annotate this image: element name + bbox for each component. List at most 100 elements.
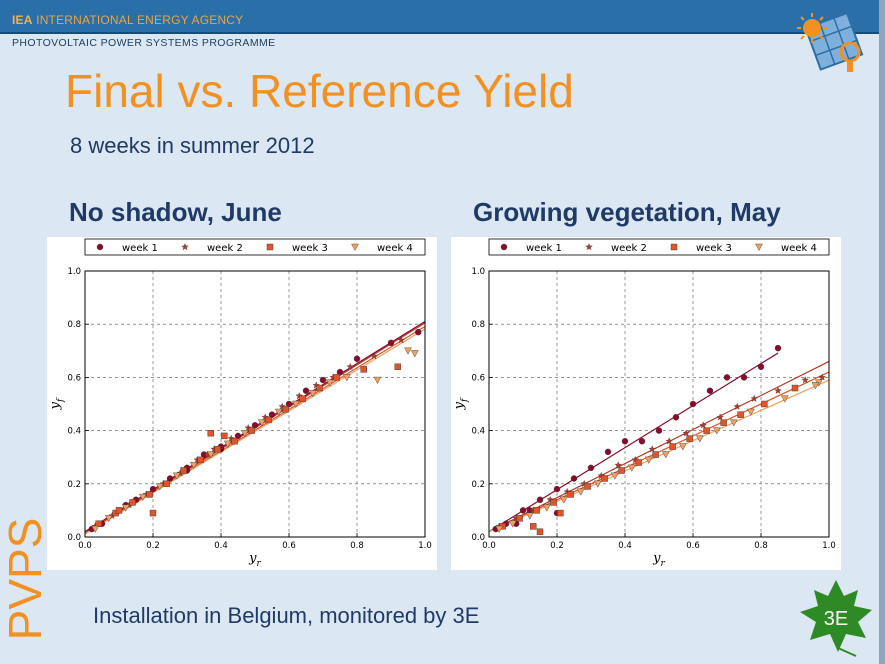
data-point bbox=[410, 350, 419, 358]
data-point bbox=[525, 512, 534, 520]
data-point bbox=[319, 376, 327, 384]
legend: week 1 week 2 week 3 week 4 bbox=[84, 238, 426, 256]
data-point bbox=[495, 525, 504, 533]
data-point bbox=[240, 430, 249, 438]
data-point bbox=[529, 523, 537, 530]
data-point bbox=[648, 445, 656, 453]
x-tick-label: 0.0 bbox=[482, 541, 496, 551]
y-tick-label: 0.2 bbox=[67, 480, 81, 490]
data-point bbox=[686, 435, 693, 442]
data-point bbox=[570, 475, 578, 482]
data-point bbox=[360, 366, 367, 373]
data-point bbox=[703, 427, 710, 434]
scatter-chart-no-shadow: 0.0 0.2 0.4 0.6 0.8 1.0 0.0 0.2 0.4 0.6 0.8 1.0 yr yf… bbox=[48, 238, 432, 569]
fit-line-week-2 bbox=[488, 360, 830, 533]
legend-label: week 1 bbox=[122, 243, 158, 254]
data-point bbox=[342, 374, 351, 382]
data-point bbox=[231, 438, 238, 445]
data-point bbox=[138, 493, 147, 502]
data-point bbox=[774, 386, 782, 394]
data-point bbox=[621, 438, 629, 445]
header-bar: IEA INTERNATIONAL ENERGY AGENCY bbox=[0, 0, 885, 32]
data-point bbox=[516, 515, 523, 522]
data-point bbox=[336, 368, 344, 376]
data-point bbox=[214, 446, 221, 453]
solar-panel-sun-logo-icon bbox=[797, 11, 864, 72]
legend-marker bbox=[181, 243, 189, 251]
data-point bbox=[312, 381, 320, 389]
scatter-chart-vegetation: 0.0 0.2 0.4 0.6 0.8 1.0 0.0 0.2 0.4 0.6 0.8 1.0 yr yf… bbox=[452, 238, 836, 569]
data-point bbox=[631, 456, 639, 464]
data-point bbox=[593, 480, 602, 488]
data-point bbox=[614, 461, 622, 469]
legend-label: week 3 bbox=[696, 243, 732, 254]
series-week-2 bbox=[495, 373, 826, 530]
data-point bbox=[285, 400, 293, 408]
data-point bbox=[163, 480, 170, 488]
header-divider bbox=[0, 32, 885, 34]
3e-leaf-logo-icon: 3E bbox=[800, 580, 872, 657]
data-point bbox=[669, 443, 676, 450]
right-panel-title: Growing vegetation, May bbox=[473, 197, 781, 227]
data-point bbox=[729, 419, 738, 427]
data-point bbox=[299, 395, 306, 402]
data-point bbox=[655, 427, 663, 434]
data-point bbox=[746, 408, 755, 416]
series-week-3 bbox=[499, 384, 799, 535]
data-point bbox=[750, 394, 758, 402]
pvps-side-label: PVPS bbox=[0, 518, 53, 641]
x-tick-label: 0.6 bbox=[282, 541, 296, 551]
data-point bbox=[761, 400, 768, 408]
legend-marker bbox=[266, 243, 274, 251]
plot-frame bbox=[84, 270, 426, 538]
data-point bbox=[737, 411, 744, 418]
x-tick-label: 0.6 bbox=[686, 541, 700, 551]
data-point bbox=[604, 448, 612, 456]
window-edge bbox=[879, 0, 885, 664]
data-point bbox=[415, 328, 422, 336]
y-tick-label: 0.6 bbox=[67, 373, 81, 383]
data-point bbox=[508, 520, 517, 528]
footer-text: Installation in Belgium, monitored by 3E bbox=[93, 603, 480, 628]
data-point bbox=[627, 464, 636, 472]
data-point bbox=[536, 496, 544, 503]
legend-marker bbox=[670, 243, 678, 251]
data-point bbox=[166, 475, 174, 482]
data-point bbox=[652, 451, 659, 458]
programme-label: PHOTOVOLTAIC POWER SYSTEMS PROGRAMME bbox=[12, 37, 276, 49]
y-tick-label: 0.8 bbox=[67, 320, 81, 330]
data-point bbox=[584, 483, 591, 490]
y-tick-label: 0.4 bbox=[471, 427, 485, 437]
legend-marker bbox=[755, 243, 763, 251]
y-axis-label: yf bbox=[452, 397, 470, 410]
data-point bbox=[207, 430, 215, 437]
legend-label: week 3 bbox=[292, 243, 328, 254]
data-point bbox=[689, 400, 697, 408]
series-week-3 bbox=[95, 363, 401, 527]
data-point bbox=[333, 374, 340, 381]
data-point bbox=[716, 413, 724, 421]
data-point bbox=[325, 379, 334, 387]
data-point bbox=[587, 464, 595, 472]
data-point bbox=[550, 499, 557, 506]
data-point bbox=[394, 363, 401, 370]
legend-label: week 2 bbox=[611, 243, 647, 254]
data-point bbox=[234, 432, 242, 440]
data-point bbox=[115, 507, 123, 514]
y-tick-label: 1.0 bbox=[67, 267, 81, 277]
data-point bbox=[712, 427, 721, 435]
3e-logo-text: 3E bbox=[824, 608, 848, 630]
data-point bbox=[661, 451, 670, 459]
x-tick-label: 0.4 bbox=[214, 541, 228, 551]
legend-label: week 4 bbox=[781, 243, 817, 254]
slide-subtitle: 8 weeks in summer 2012 bbox=[70, 133, 315, 158]
data-point bbox=[723, 374, 731, 381]
data-point bbox=[370, 352, 378, 360]
fit-line-week-4 bbox=[84, 328, 426, 535]
y-tick-label: 0.0 bbox=[67, 533, 81, 543]
x-tick-label: 0.2 bbox=[146, 541, 160, 551]
data-point bbox=[546, 495, 554, 503]
data-point bbox=[699, 421, 707, 429]
data-point bbox=[644, 456, 653, 464]
